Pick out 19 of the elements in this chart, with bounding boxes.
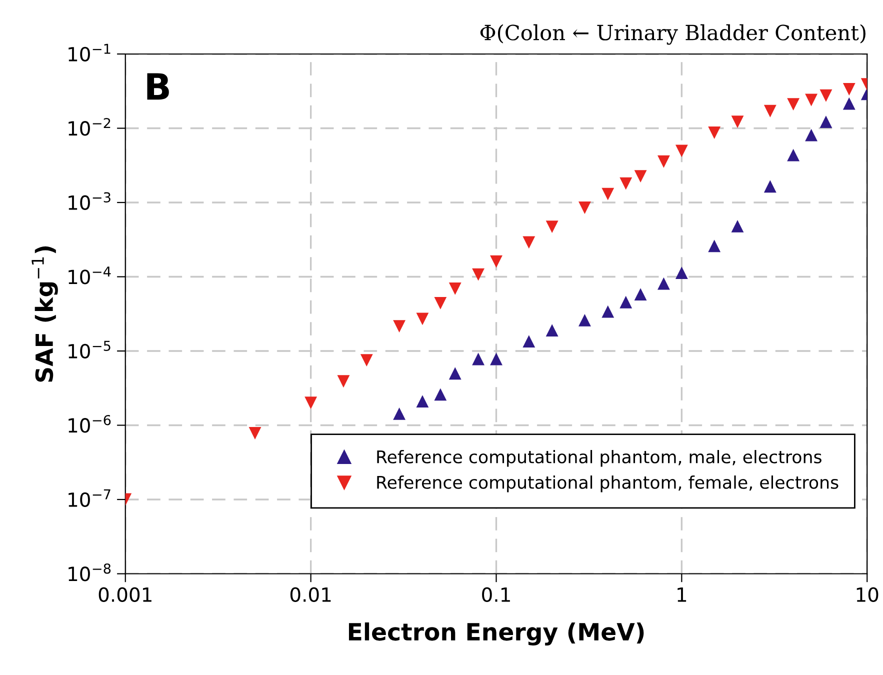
y-tick-label: 10$^{−8}$ xyxy=(68,563,111,582)
legend-label: Reference computational phantom, female, electrons xyxy=(377,475,838,492)
y-tick-label: 10$^{−3}$ xyxy=(68,192,110,210)
x-tick-label: 1 xyxy=(678,588,686,602)
y-tick-label: 10$^{−7}$ xyxy=(68,489,110,508)
y-tick-label: 10$^{−5}$ xyxy=(68,340,110,359)
y-axis-title: SAF (kg$^{−1}$) xyxy=(32,246,58,382)
x-tick-label: 0.01 xyxy=(290,587,331,602)
x-tick-label: 10 xyxy=(856,587,878,602)
y-tick-label: 10$^{−4}$ xyxy=(68,266,111,284)
x-axis-title: Electron Energy (MeV) xyxy=(348,622,644,646)
chart-title: Φ(Colon ← Urinary Bladder Content) xyxy=(480,24,866,45)
x-tick-label: 0.001 xyxy=(98,587,152,602)
y-tick-label: 10$^{−2}$ xyxy=(68,118,110,136)
y-tick-label: 10$^{−1}$ xyxy=(68,44,110,62)
legend-label: Reference computational phantom, male, electrons xyxy=(377,450,822,467)
y-tick-label: 10$^{−6}$ xyxy=(68,414,111,433)
x-tick-label: 0.1 xyxy=(482,587,510,602)
annotation: B xyxy=(147,73,169,100)
